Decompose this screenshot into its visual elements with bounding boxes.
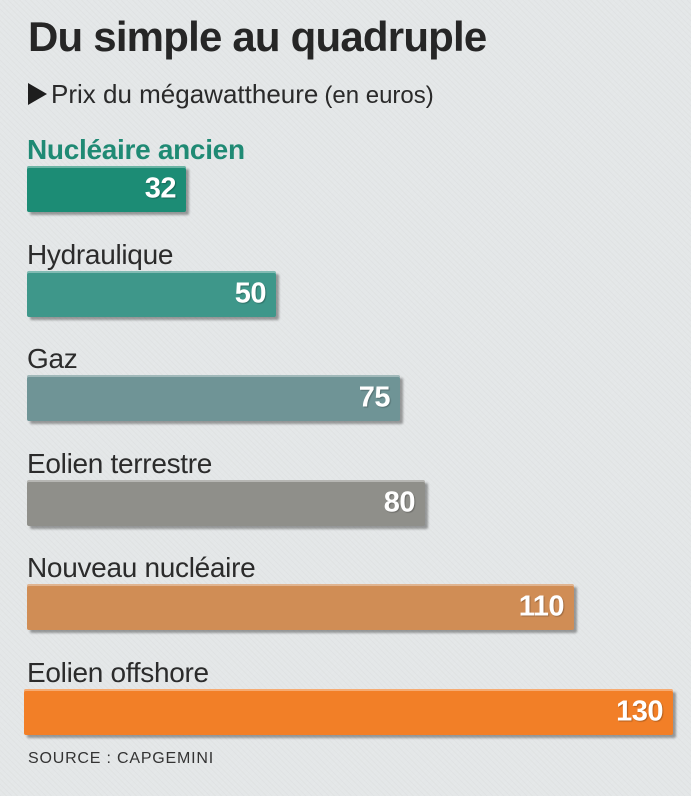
source-note: SOURCE : CAPGEMINI (28, 750, 214, 767)
bar: 110 (27, 584, 574, 631)
category-label: Nouveau nucléaire (27, 552, 256, 584)
category-label: Gaz (27, 343, 78, 375)
bar-value-label: 50 (234, 277, 267, 310)
category-label: Hydraulique (27, 238, 174, 270)
bar-value-label: 80 (383, 486, 416, 519)
play-arrow-icon (28, 83, 47, 105)
bar: 75 (27, 375, 400, 422)
bar: 80 (27, 479, 425, 526)
category-label: Eolien offshore (27, 657, 209, 688)
bar-value-label: 75 (358, 381, 391, 414)
bar-value-label: 110 (518, 590, 565, 623)
bar: 50 (27, 270, 276, 317)
chart-title: Du simple au quadruple (28, 13, 487, 60)
category-label: Eolien terrestre (27, 447, 213, 479)
category-label: Nucléaire ancien (27, 134, 245, 165)
subtitle-unit: (en euros) (324, 82, 434, 109)
subtitle-text: Prix du mégawattheure (51, 79, 319, 109)
bar: 32 (27, 166, 186, 212)
bar: 130 (24, 689, 673, 735)
bar-value-label: 130 (616, 695, 663, 728)
bar-value-label: 32 (144, 172, 177, 205)
chart-subtitle: Prix du mégawattheure (en euros) (28, 80, 434, 109)
